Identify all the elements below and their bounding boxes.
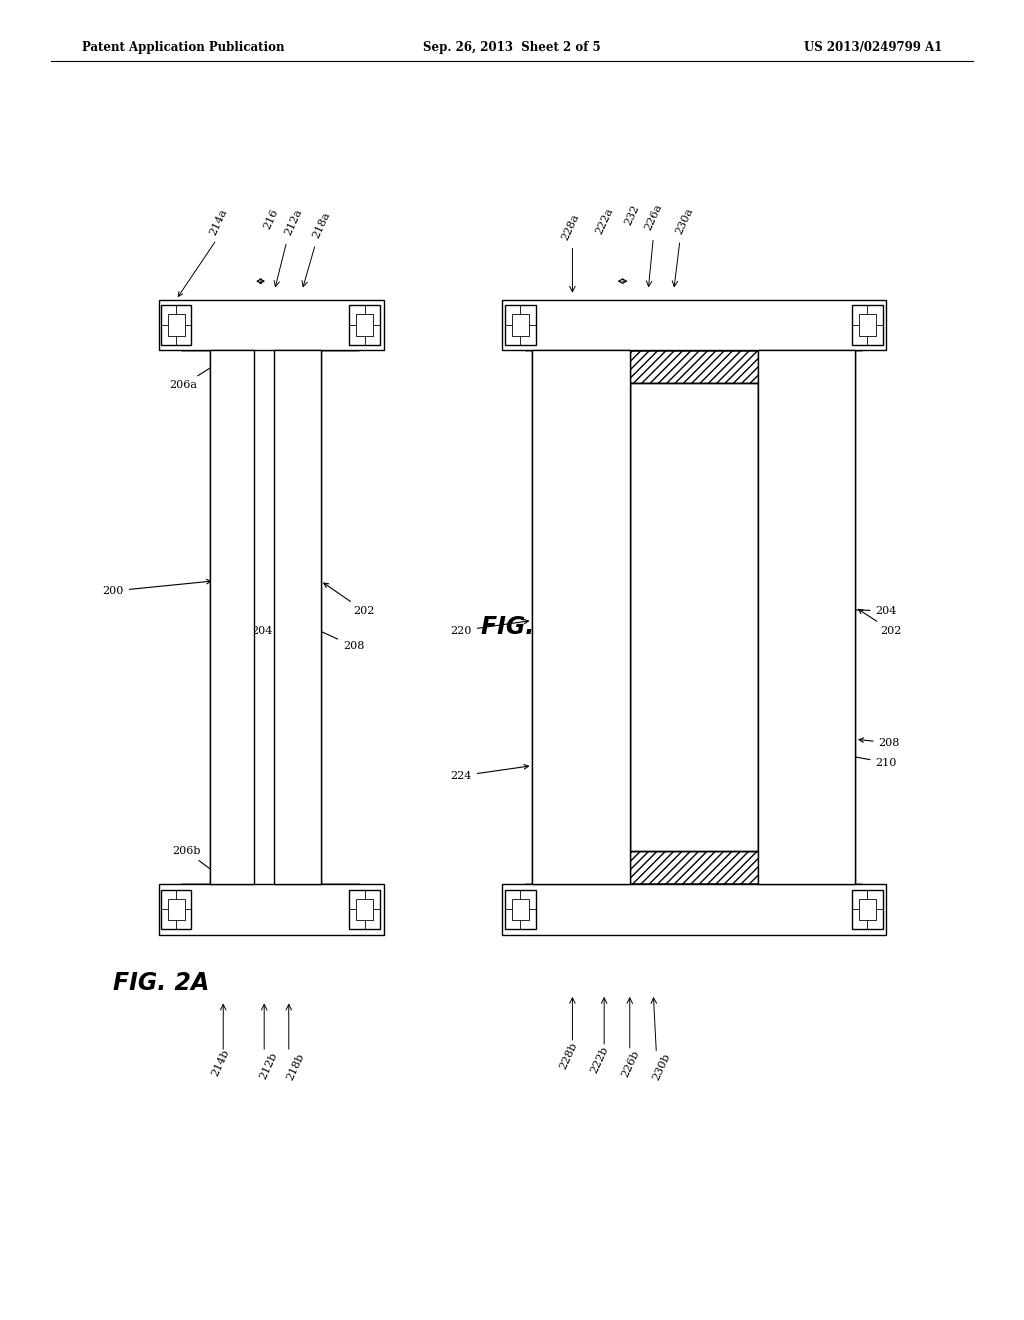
Text: 212b: 212b [258, 1051, 280, 1081]
Bar [210, 350, 254, 884]
Text: 202: 202 [324, 583, 375, 616]
Bar [630, 350, 758, 383]
Bar [512, 899, 528, 920]
Text: 232: 232 [623, 203, 641, 227]
Bar [161, 305, 191, 345]
Text: 206a: 206a [169, 364, 217, 391]
Text: 212a: 212a [283, 207, 303, 238]
Text: US 2013/0249799 A1: US 2013/0249799 A1 [804, 41, 942, 54]
Text: 230b: 230b [651, 1052, 673, 1082]
Bar [859, 899, 876, 920]
Bar [349, 890, 380, 929]
Text: 218b: 218b [285, 1052, 306, 1082]
Bar [852, 890, 883, 929]
Text: 206b: 206b [172, 846, 217, 874]
Bar [505, 890, 536, 929]
Bar [349, 305, 380, 345]
Text: Patent Application Publication: Patent Application Publication [82, 41, 285, 54]
Bar [254, 350, 274, 884]
Text: 208: 208 [859, 738, 900, 748]
Text: FIG. 2B: FIG. 2B [481, 615, 578, 639]
Text: 208: 208 [301, 622, 365, 652]
Bar [168, 899, 184, 920]
Text: 202: 202 [858, 610, 902, 636]
Text: 218a: 218a [311, 210, 332, 240]
Bar [168, 314, 184, 335]
Bar [502, 300, 886, 350]
Text: 214b: 214b [210, 1048, 231, 1078]
Bar [502, 884, 886, 935]
Text: 220: 220 [451, 619, 528, 636]
Bar [356, 899, 373, 920]
Bar [630, 383, 758, 851]
Bar [758, 350, 855, 884]
Text: 226b: 226b [620, 1049, 641, 1080]
Text: 226a: 226a [643, 202, 664, 232]
Bar [859, 314, 876, 335]
Text: 210: 210 [762, 738, 897, 768]
Bar [852, 305, 883, 345]
Text: 222b: 222b [589, 1045, 610, 1076]
Bar [758, 350, 855, 884]
Text: Sep. 26, 2013  Sheet 2 of 5: Sep. 26, 2013 Sheet 2 of 5 [423, 41, 601, 54]
Text: 204: 204 [762, 605, 897, 616]
Bar [356, 314, 373, 335]
Text: 214a: 214a [178, 207, 228, 297]
Bar [630, 851, 758, 884]
Text: 204: 204 [228, 610, 272, 636]
Bar [532, 350, 630, 884]
Text: 210: 210 [227, 626, 255, 656]
Bar [512, 314, 528, 335]
Text: 200: 200 [102, 579, 211, 597]
Text: FIG. 2A: FIG. 2A [113, 972, 209, 995]
Bar [210, 350, 254, 884]
Text: 216: 216 [262, 207, 281, 231]
Text: 224: 224 [451, 764, 528, 781]
Text: 228a: 228a [560, 213, 581, 243]
Bar [532, 350, 630, 884]
Bar [274, 350, 321, 884]
Bar [274, 350, 321, 884]
Bar [159, 884, 384, 935]
Text: 222a: 222a [594, 206, 614, 236]
Bar [161, 890, 191, 929]
Bar [505, 305, 536, 345]
Bar [159, 300, 384, 350]
Text: 230a: 230a [674, 206, 694, 236]
Text: 228b: 228b [558, 1041, 580, 1072]
